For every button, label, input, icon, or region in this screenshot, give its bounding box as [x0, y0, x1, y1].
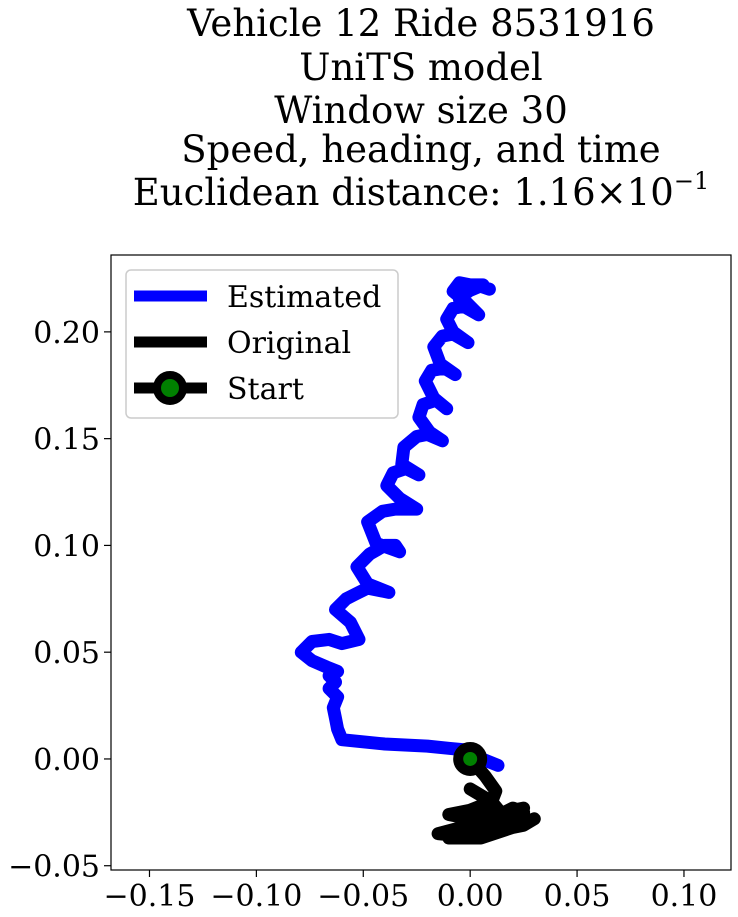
y-tick-label: −0.05 [8, 850, 100, 885]
x-tick-label: −0.15 [104, 879, 196, 914]
title-metric-exponent: −1 [674, 167, 709, 195]
legend-label-estimated: Estimated [227, 280, 381, 315]
title-metric-base: 10 [627, 171, 674, 214]
x-tick-label: 0.10 [651, 879, 718, 914]
chart-title: Vehicle 12 Ride 8531916 UniTS model Wind… [133, 2, 709, 214]
y-tick-label: 0.00 [33, 743, 100, 778]
legend-box [125, 269, 399, 419]
plot-area [294, 276, 541, 845]
x-tick-label: 0.05 [544, 879, 611, 914]
y-tick-label: 0.05 [33, 636, 100, 671]
axes-frame [110, 254, 732, 871]
legend-marker-start [153, 371, 187, 405]
x-tick-label: −0.10 [210, 879, 302, 914]
x-tick-label: 0.00 [437, 879, 504, 914]
start-marker [453, 741, 488, 776]
title-metric-times: × [596, 171, 627, 214]
series-line-estimated [294, 276, 505, 772]
legend-label-start: Start [227, 372, 304, 407]
legend-label-original: Original [227, 326, 351, 361]
y-axis: −0.05 0.00 0.05 0.10 0.15 0.20 [8, 316, 111, 885]
y-tick-label: 0.20 [33, 316, 100, 351]
title-metric-prefix: Euclidean distance: [133, 171, 514, 214]
title-metric-mantissa: 1.16 [513, 171, 595, 214]
title-metric: Euclidean distance: 1.16×10−1 [133, 167, 709, 214]
series-line-original [431, 752, 541, 845]
x-axis: −0.15 −0.10 −0.05 0.00 0.05 0.10 [104, 870, 718, 914]
title-line-4: Speed, heading, and time [181, 128, 660, 171]
legend: Estimated Original Start [125, 269, 399, 419]
x-tick-label: −0.05 [317, 879, 409, 914]
axes-border [110, 254, 732, 871]
title-line-1: Vehicle 12 Ride 8531916 [186, 2, 655, 45]
title-line-3: Window size 30 [274, 89, 568, 132]
y-tick-label: 0.15 [33, 423, 100, 458]
title-line-2: UniTS model [299, 46, 542, 89]
y-tick-label: 0.10 [33, 529, 100, 564]
